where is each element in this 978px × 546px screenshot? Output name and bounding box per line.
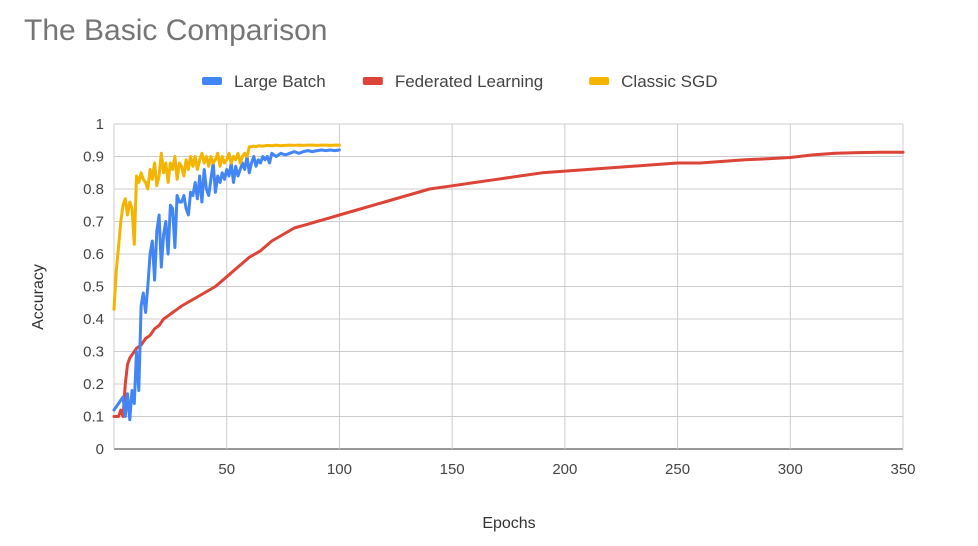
legend-item: Classic SGD: [589, 72, 718, 91]
x-tick-label: 50: [218, 461, 235, 478]
x-tick-label: 150: [440, 461, 465, 478]
grid-layer: [113, 123, 904, 450]
series-line-federated-learning: [112, 150, 905, 418]
x-tick-label: 250: [665, 461, 690, 478]
series-layer: [112, 143, 905, 422]
y-tick-label: 0.3: [83, 344, 104, 361]
y-tick-label: 0.2: [83, 376, 104, 393]
y-tick-label: 0.9: [83, 149, 104, 166]
x-tick-label: 200: [552, 461, 577, 478]
y-tick-label: 0.1: [83, 409, 104, 426]
y-tick-label: 0.4: [83, 311, 104, 328]
y-axis-label: Accuracy: [30, 264, 47, 330]
legend-swatch: [202, 77, 222, 85]
legend-item: Federated Learning: [362, 72, 543, 91]
chart-title: The Basic Comparison: [24, 14, 328, 47]
legend-swatch: [589, 77, 610, 85]
legend-label: Federated Learning: [395, 72, 543, 91]
series-line-classic-sgd: [112, 143, 341, 311]
legend-swatch: [362, 77, 383, 85]
legend: Large Batch Federated Learning Classic SGD: [202, 72, 718, 91]
x-axis-label: Epochs: [482, 515, 535, 532]
y-tick-label: 0.7: [83, 214, 104, 231]
legend-label: Large Batch: [234, 72, 326, 91]
y-tick-label: 1: [96, 116, 104, 133]
series-line-large-batch: [112, 148, 341, 422]
y-tick-label: 0.5: [83, 279, 104, 296]
x-tick-label: 300: [778, 461, 803, 478]
y-tick-label: 0: [96, 441, 104, 458]
y-tick-label: 0.6: [83, 246, 104, 263]
x-tick-label: 350: [890, 461, 915, 478]
x-tick-label: 100: [327, 461, 352, 478]
y-tick-label: 0.8: [83, 181, 104, 198]
legend-label: Classic SGD: [621, 72, 717, 91]
legend-item: Large Batch: [202, 72, 326, 91]
